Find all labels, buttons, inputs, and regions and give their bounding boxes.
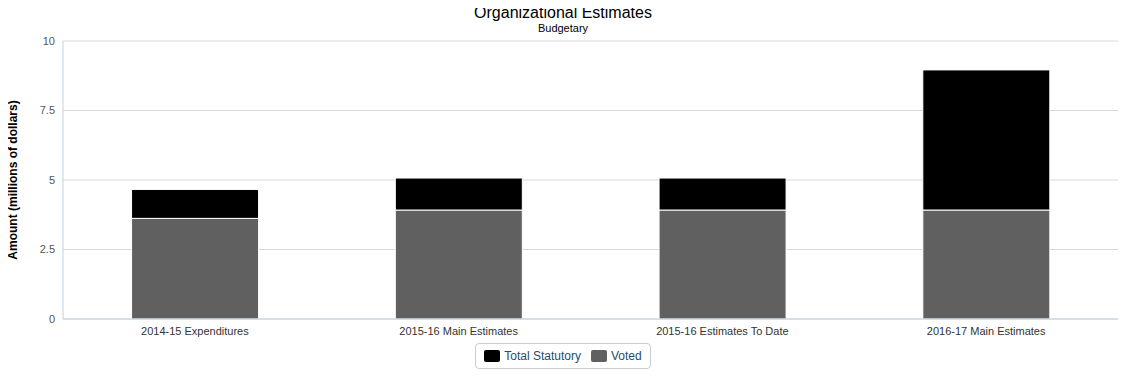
- html-text:Budgetary: Budgetary: [537, 22, 589, 34]
- svg-text:2016-17 Main Estimates: 2016-17 Main Estimates: [927, 325, 1046, 337]
- svg-text:Amount (millions of dollars): Amount (millions of dollars): [8, 100, 20, 259]
- svg-text:2015-16 Estimates To Date: 2015-16 Estimates To Date: [656, 325, 788, 337]
- svg-text:2015-16 Main Estimates: 2015-16 Main Estimates: [399, 325, 518, 337]
- html-text:Voted: Voted: [611, 349, 642, 363]
- html-text:Total Statutory: Total Statutory: [504, 349, 581, 363]
- html-text:Organizational Estimates: Organizational Estimates: [474, 4, 652, 21]
- svg-text:0: 0: [49, 313, 55, 325]
- svg-text:7.5: 7.5: [40, 104, 55, 116]
- svg-text:10: 10: [43, 35, 55, 47]
- svg-text:2014-15 Expenditures: 2014-15 Expenditures: [141, 325, 249, 337]
- svg-text:5: 5: [49, 174, 55, 186]
- svg-text:2.5: 2.5: [40, 243, 55, 255]
